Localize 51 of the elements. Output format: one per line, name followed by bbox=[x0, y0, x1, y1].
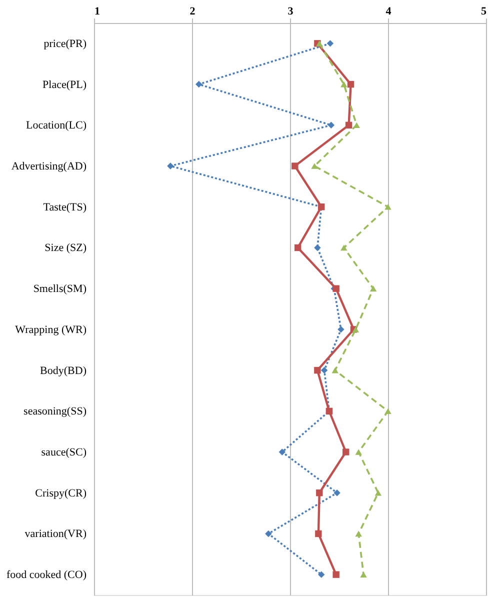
point bbox=[345, 122, 352, 128]
point bbox=[342, 448, 350, 456]
point bbox=[320, 366, 328, 374]
x-tick-label: 4 bbox=[386, 6, 392, 18]
y-tick-label: Taste(TS) bbox=[43, 201, 87, 214]
x-tick-label: 2 bbox=[190, 6, 196, 18]
point bbox=[334, 490, 340, 496]
x-tick-label: 1 bbox=[94, 6, 100, 18]
point bbox=[384, 408, 392, 414]
point bbox=[347, 80, 354, 88]
x-tick-label: 5 bbox=[481, 6, 487, 18]
y-tick-label: Body(BD) bbox=[40, 364, 87, 377]
point bbox=[316, 490, 323, 496]
y-tick-label: Place(PL) bbox=[42, 78, 87, 91]
point bbox=[278, 448, 286, 456]
point bbox=[332, 571, 340, 578]
point bbox=[370, 286, 377, 292]
y-tick-label: seasoning(SS) bbox=[24, 406, 87, 418]
point bbox=[265, 530, 272, 538]
point bbox=[167, 162, 174, 170]
point bbox=[326, 40, 334, 47]
point bbox=[360, 572, 367, 578]
point bbox=[292, 162, 298, 170]
y-tick-label: Size (SZ) bbox=[44, 242, 87, 254]
y-tick-label: Crispy(CR) bbox=[35, 487, 87, 500]
point bbox=[314, 366, 321, 374]
point bbox=[314, 244, 321, 252]
point bbox=[340, 244, 348, 251]
y-tick-label: sauce(SC) bbox=[41, 446, 87, 458]
y-tick-label: price(PR) bbox=[44, 38, 87, 50]
y-tick-label: food cooked (CO) bbox=[6, 569, 87, 582]
point bbox=[311, 163, 318, 169]
y-tick-label: Advertising(AD) bbox=[11, 160, 87, 172]
point bbox=[294, 244, 302, 252]
y-tick-label: variation(VR) bbox=[24, 528, 87, 540]
x-tick-label: 3 bbox=[288, 6, 294, 18]
y-tick-label: Location(LC) bbox=[26, 120, 87, 132]
point bbox=[328, 122, 335, 128]
point bbox=[340, 81, 348, 88]
point bbox=[355, 449, 362, 455]
y-tick-label: Wrapping (WR) bbox=[15, 324, 87, 336]
y-tick-label: Smells(SM) bbox=[33, 283, 87, 296]
point bbox=[318, 571, 325, 578]
point bbox=[338, 326, 344, 333]
point bbox=[353, 122, 360, 128]
point bbox=[315, 530, 322, 538]
point bbox=[374, 490, 382, 496]
point bbox=[196, 80, 202, 88]
point bbox=[332, 367, 338, 374]
point bbox=[384, 204, 392, 210]
point bbox=[355, 530, 362, 537]
